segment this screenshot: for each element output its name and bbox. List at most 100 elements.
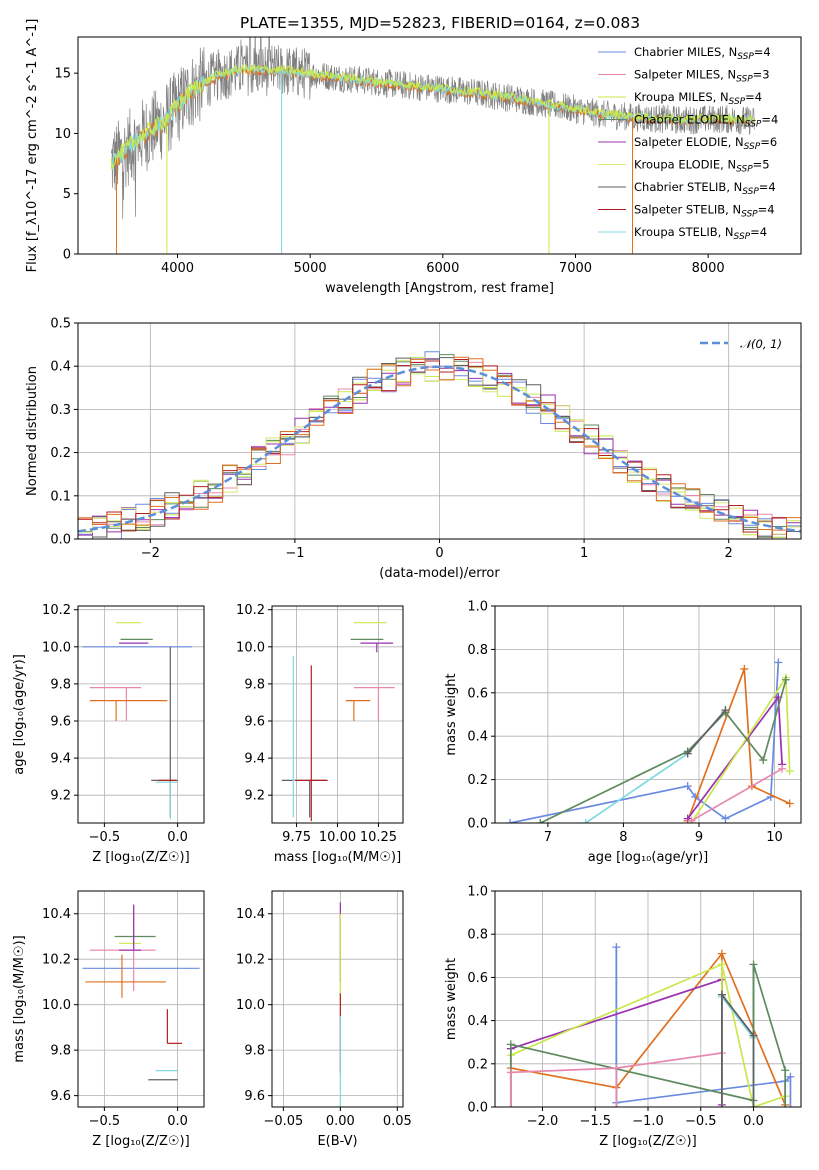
x-tick-label: 2: [725, 546, 733, 561]
y-tick-label: 10.4: [42, 907, 71, 922]
y-tick-label: 0.8: [467, 643, 488, 658]
weight-marker: [506, 819, 515, 823]
y-tick-label: 0.2: [50, 446, 71, 461]
y-tick-label: 9.6: [244, 1089, 265, 1104]
y-tick-label: 9.2: [244, 789, 265, 804]
legend-entry: 𝒩(0, 1): [740, 337, 782, 351]
y-tick-label: 0: [63, 248, 71, 263]
x-tick-label: −0.5: [89, 1114, 121, 1129]
plot-area: [506, 658, 794, 823]
y-axis-label: mass weight: [444, 958, 459, 1040]
legend-subscript: SSP: [736, 75, 753, 85]
y-tick-label: 9.4: [50, 752, 71, 767]
x-tick-label: −0.5: [685, 1114, 717, 1129]
y-tick-label: 10: [54, 127, 71, 142]
legend-count: =4: [754, 45, 771, 59]
y-tick-label: 10.2: [236, 603, 265, 618]
plot-area: [82, 622, 193, 820]
x-tick-label: 0.05: [383, 1114, 412, 1129]
x-tick-label: 8000: [692, 261, 725, 276]
weight-marker: [506, 1068, 515, 1077]
y-tick-label: 9.8: [50, 1044, 71, 1059]
y-tick-label: 0.0: [467, 1101, 488, 1116]
y-tick-label: 9.6: [244, 714, 265, 729]
y-tick-label: 0.8: [467, 928, 488, 943]
legend-count: =4: [758, 203, 775, 217]
y-tick-label: 10.2: [42, 603, 71, 618]
x-tick-label: 0: [435, 546, 443, 561]
legend-count: =3: [753, 68, 770, 82]
legend-subscript: SSP: [741, 210, 758, 220]
x-axis-label: wavelength [Angstrom, rest frame]: [325, 281, 554, 296]
y-tick-label: 0.2: [467, 1057, 488, 1072]
axes-frame: [77, 36, 802, 255]
y-tick-label: 1.0: [467, 600, 488, 615]
y-tick-label: 0.6: [467, 971, 488, 986]
residual-histogram: [78, 356, 801, 531]
x-tick-label: 8: [619, 830, 627, 845]
legend-name: Kroupa ELODIE, N: [634, 158, 736, 172]
y-tick-label: 0.6: [467, 686, 488, 701]
x-tick-label: −0.05: [263, 1114, 303, 1129]
legend-count: =4: [761, 113, 778, 127]
y-tick-label: 9.8: [50, 677, 71, 692]
weight-marker: [785, 799, 794, 808]
y-tick-label: 9.2: [50, 789, 71, 804]
legend-name: Salpeter MILES, N: [634, 68, 736, 82]
weight-marker: [721, 706, 730, 715]
legend-name: Salpeter ELODIE, N: [634, 135, 744, 149]
x-tick-label: 9: [695, 830, 703, 845]
legend-count: =4: [750, 225, 767, 239]
x-tick-label: −2: [141, 546, 160, 561]
x-tick-label: 4000: [161, 261, 194, 276]
y-tick-label: 0.4: [467, 730, 488, 745]
y-tick-label: 9.8: [244, 677, 265, 692]
weight-series-line: [690, 768, 783, 822]
legend-entry: Chabrier MILES, NSSP=4: [634, 45, 771, 62]
residual-histogram: [78, 357, 801, 539]
weight-marker: [759, 756, 768, 765]
x-tick-label: 6000: [426, 261, 459, 276]
y-tick-label: 10.0: [236, 998, 265, 1013]
weight-marker: [717, 949, 726, 958]
legend-name: Salpeter STELIB, N: [634, 203, 741, 217]
weight-series-line: [687, 694, 783, 820]
y-tick-label: 10.2: [236, 953, 265, 968]
axes-frame: [271, 890, 404, 1108]
weight-series-line: [721, 994, 755, 1037]
y-tick-label: 10.0: [236, 640, 265, 655]
y-axis-label: age [log₁₀(age/yr)]: [12, 654, 27, 775]
x-axis-label: age [log₁₀(age/yr)]: [588, 850, 709, 865]
weight-marker: [717, 990, 726, 999]
legend-subscript: SSP: [736, 165, 753, 175]
plot-area: [78, 351, 801, 539]
x-tick-label: −2.0: [527, 1114, 559, 1129]
weight-marker: [536, 819, 545, 823]
panel-age_vs_Z: −0.5 0.0 9.2 9.4 9.6 9.8 10.0 10.2 Z [log₁₀(Z/Z☉…: [12, 603, 205, 865]
axes-frame: [494, 605, 802, 824]
legend-count: =6: [760, 135, 777, 149]
y-tick-label: 9.6: [50, 1089, 71, 1104]
y-tick-label: 0.5: [50, 317, 71, 332]
panel-residuals: −2 −1 0 1 2 0.0 0.1 0.2 0.3 0.4 0.5 (data-model)/er…: [25, 317, 802, 581]
legend-entry: Salpeter ELODIE, NSSP=6: [634, 135, 777, 152]
weight-marker: [781, 675, 790, 684]
weight-marker: [506, 1040, 515, 1049]
data-spectrum: [110, 37, 755, 219]
y-tick-label: 9.8: [244, 1044, 265, 1059]
y-tick-label: 10.0: [42, 640, 71, 655]
x-tick-label: 10: [766, 830, 783, 845]
legend-subscript: SSP: [734, 232, 751, 242]
residual-histogram: [78, 359, 801, 535]
panel-age_vs_mass: 9.75 10.00 10.25 9.2 9.4 9.6 9.8 10.0 10.2 mass […: [236, 603, 404, 865]
legend-entry: Kroupa ELODIE, NSSP=5: [634, 158, 770, 175]
legend-entry: Kroupa MILES, NSSP=4: [634, 90, 762, 107]
y-tick-label: 0.4: [50, 360, 71, 375]
legend-subscript: SSP: [729, 97, 746, 107]
legend-name: Chabrier STELIB, N: [634, 180, 742, 194]
x-tick-label: −0.5: [89, 830, 121, 845]
y-tick-label: 9.4: [244, 752, 265, 767]
model-spectrum: [110, 63, 755, 171]
y-axis-label: mass [log₁₀(M/M☉)]: [12, 935, 27, 1062]
x-tick-label: −1.5: [579, 1114, 611, 1129]
